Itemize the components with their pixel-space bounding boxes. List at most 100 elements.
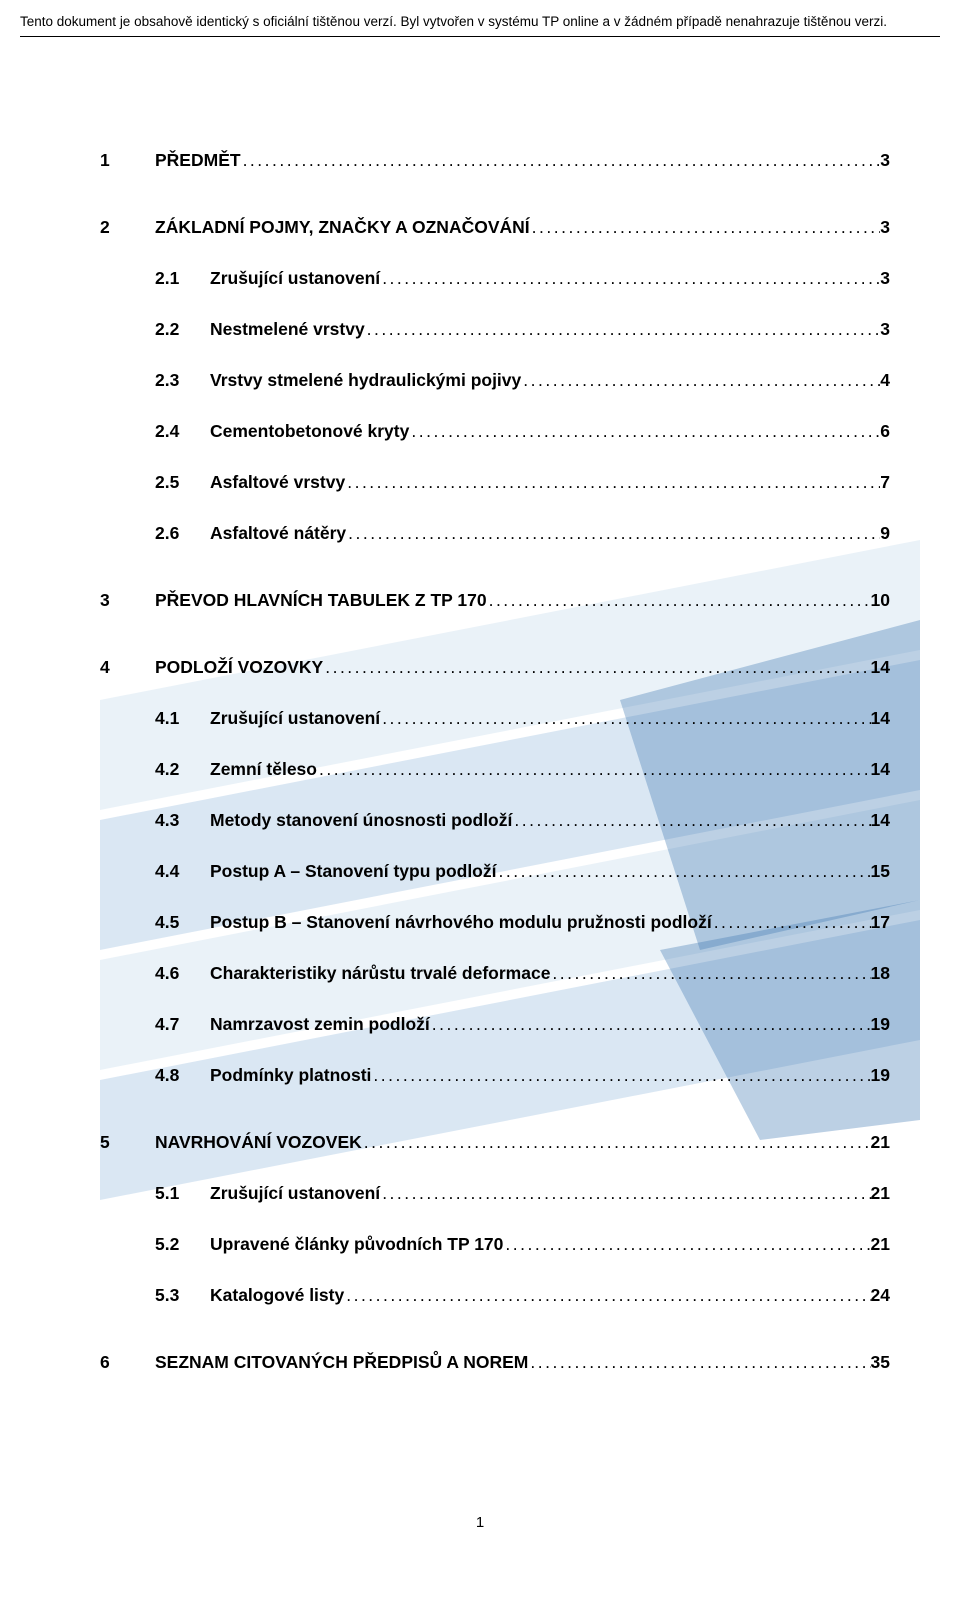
- toc-entry-title: Podmínky platnosti: [210, 1065, 371, 1086]
- toc-entry-page: 19: [871, 1065, 890, 1086]
- toc-entry-page: 24: [871, 1285, 890, 1306]
- toc-entry-page: 35: [871, 1352, 890, 1373]
- toc-entry-page: 3: [880, 268, 890, 289]
- toc-entry: 2.6Asfaltové nátěry.....................…: [155, 523, 890, 544]
- toc-entry-page: 14: [871, 708, 890, 729]
- toc-leader-dots: ........................................…: [487, 590, 871, 611]
- toc-leader-dots: ........................................…: [530, 217, 881, 238]
- toc-entry-number: 2.6: [155, 523, 210, 544]
- toc-entry: 4.4Postup A – Stanovení typu podloží....…: [155, 861, 890, 882]
- toc-entry-number: 2.4: [155, 421, 210, 442]
- toc-entry-page: 14: [871, 657, 890, 678]
- toc-entry-number: 4.7: [155, 1014, 210, 1035]
- toc-leader-dots: ........................................…: [409, 421, 880, 442]
- toc-entry-number: 2.5: [155, 472, 210, 493]
- toc-entry: 5NAVRHOVÁNÍ VOZOVEK.....................…: [100, 1132, 890, 1153]
- toc-entry-title: SEZNAM CITOVANÝCH PŘEDPISŮ A NOREM: [155, 1352, 528, 1373]
- toc-entry-title: Postup A – Stanovení typu podloží: [210, 861, 497, 882]
- toc-entry: 1PŘEDMĚT................................…: [100, 150, 890, 171]
- toc-entry-page: 17: [871, 912, 890, 933]
- toc-entry: 4.7Namrzavost zemin podloží.............…: [155, 1014, 890, 1035]
- toc-entry-number: 2.1: [155, 268, 210, 289]
- toc-entry: 5.2Upravené články původních TP 170.....…: [155, 1234, 890, 1255]
- toc-leader-dots: ........................................…: [345, 472, 880, 493]
- toc-entry: 4.2Zemní těleso.........................…: [155, 759, 890, 780]
- toc-entry-page: 14: [871, 810, 890, 831]
- toc-entry-title: PŘEDMĚT: [155, 150, 241, 171]
- toc-entry: 2.2Nestmelené vrstvy....................…: [155, 319, 890, 340]
- toc-entry-title: Vrstvy stmelené hydraulickými pojivy: [210, 370, 521, 391]
- toc-leader-dots: ........................................…: [512, 810, 870, 831]
- toc-leader-dots: ........................................…: [344, 1285, 870, 1306]
- toc-leader-dots: ........................................…: [550, 963, 870, 984]
- toc-entry-title: Asfaltové nátěry: [210, 523, 346, 544]
- toc-entry-page: 10: [871, 590, 890, 611]
- toc-entry: 6SEZNAM CITOVANÝCH PŘEDPISŮ A NOREM.....…: [100, 1352, 890, 1373]
- toc-entry-number: 4.2: [155, 759, 210, 780]
- toc-leader-dots: ........................................…: [380, 1183, 870, 1204]
- toc-leader-dots: ........................................…: [528, 1352, 870, 1373]
- header-notice: Tento dokument je obsahově identický s o…: [20, 14, 940, 31]
- toc-entry-number: 5.3: [155, 1285, 210, 1306]
- toc-entry: 2.3Vrstvy stmelené hydraulickými pojivy.…: [155, 370, 890, 391]
- toc-entry-number: 4.5: [155, 912, 210, 933]
- toc-leader-dots: ........................................…: [362, 1132, 871, 1153]
- toc-entry-number: 4.4: [155, 861, 210, 882]
- toc-entry-page: 3: [880, 217, 890, 238]
- toc-entry-number: 2.3: [155, 370, 210, 391]
- toc-entry-number: 2: [100, 217, 155, 238]
- toc-entry-title: Cementobetonové kryty: [210, 421, 409, 442]
- toc-entry-page: 21: [871, 1234, 890, 1255]
- toc-leader-dots: ........................................…: [380, 268, 880, 289]
- toc-entry-page: 19: [871, 1014, 890, 1035]
- toc-leader-dots: ........................................…: [317, 759, 871, 780]
- toc-entry: 4.1Zrušující ustanovení.................…: [155, 708, 890, 729]
- toc-entry-page: 6: [880, 421, 890, 442]
- toc-entry-title: Zrušující ustanovení: [210, 1183, 380, 1204]
- page: Tento dokument je obsahově identický s o…: [0, 0, 960, 1601]
- toc-entry-page: 15: [871, 861, 890, 882]
- page-number: 1: [0, 1514, 960, 1531]
- toc-entry-page: 4: [880, 370, 890, 391]
- toc-leader-dots: ........................................…: [497, 861, 871, 882]
- toc-entry-title: Asfaltové vrstvy: [210, 472, 345, 493]
- toc-entry: 5.3Katalogové listy.....................…: [155, 1285, 890, 1306]
- toc-entry: 4.5Postup B – Stanovení návrhového modul…: [155, 912, 890, 933]
- toc-entry-page: 9: [880, 523, 890, 544]
- toc-entry-number: 5: [100, 1132, 155, 1153]
- toc-entry: 2.5Asfaltové vrstvy.....................…: [155, 472, 890, 493]
- toc-entry-page: 21: [871, 1132, 890, 1153]
- toc-leader-dots: ........................................…: [241, 150, 881, 171]
- header-underline: [20, 36, 940, 37]
- toc-entry: 4PODLOŽÍ VOZOVKY........................…: [100, 657, 890, 678]
- toc-entry-number: 5.1: [155, 1183, 210, 1204]
- toc-leader-dots: ........................................…: [365, 319, 881, 340]
- toc-entry-title: Charakteristiky nárůstu trvalé deformace: [210, 963, 550, 984]
- toc-entry-title: Upravené články původních TP 170: [210, 1234, 503, 1255]
- toc-entry: 2.4Cementobetonové kryty................…: [155, 421, 890, 442]
- toc-entry-title: Nestmelené vrstvy: [210, 319, 365, 340]
- toc-entry-title: ZÁKLADNÍ POJMY, ZNAČKY A OZNAČOVÁNÍ: [155, 217, 530, 238]
- toc-entry-page: 14: [871, 759, 890, 780]
- toc-entry-number: 5.2: [155, 1234, 210, 1255]
- toc-entry-title: PŘEVOD HLAVNÍCH TABULEK Z TP 170: [155, 590, 487, 611]
- toc-entry-page: 18: [871, 963, 890, 984]
- toc-entry-number: 4.6: [155, 963, 210, 984]
- table-of-contents: 1PŘEDMĚT................................…: [100, 150, 890, 1373]
- toc-entry-title: NAVRHOVÁNÍ VOZOVEK: [155, 1132, 362, 1153]
- toc-entry-title: Zrušující ustanovení: [210, 268, 380, 289]
- toc-entry: 4.8Podmínky platnosti...................…: [155, 1065, 890, 1086]
- toc-leader-dots: ........................................…: [323, 657, 870, 678]
- toc-entry-number: 6: [100, 1352, 155, 1373]
- toc-entry: 3PŘEVOD HLAVNÍCH TABULEK Z TP 170.......…: [100, 590, 890, 611]
- toc-entry-number: 4.3: [155, 810, 210, 831]
- toc-entry-title: Zemní těleso: [210, 759, 317, 780]
- toc-entry-number: 4.1: [155, 708, 210, 729]
- toc-entry-number: 2.2: [155, 319, 210, 340]
- toc-leader-dots: ........................................…: [371, 1065, 870, 1086]
- toc-entry-title: Zrušující ustanovení: [210, 708, 380, 729]
- toc-entry: 4.3Metody stanovení únosnosti podloží...…: [155, 810, 890, 831]
- toc-leader-dots: ........................................…: [712, 912, 871, 933]
- toc-entry-number: 3: [100, 590, 155, 611]
- toc-leader-dots: ........................................…: [380, 708, 870, 729]
